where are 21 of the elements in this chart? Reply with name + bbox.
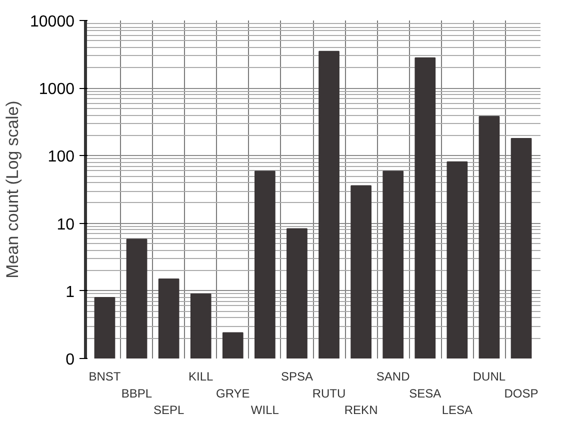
y-tick-label: 10000 bbox=[30, 14, 75, 30]
y-axis-title: Mean count (Log scale) bbox=[3, 100, 22, 278]
x-tick-label: SEPL bbox=[153, 403, 184, 418]
x-tick-label: DOSP bbox=[504, 386, 538, 400]
y-tick-label: 1 bbox=[66, 284, 75, 301]
x-tick-label: SAND bbox=[376, 370, 410, 384]
x-tick-label: SPSA bbox=[280, 370, 313, 384]
x-tick-label: REKN bbox=[344, 403, 378, 418]
x-tick-label: SESA bbox=[409, 386, 442, 400]
x-tick-label: BNST bbox=[88, 370, 122, 384]
x-tick-label: KILL bbox=[188, 370, 214, 384]
y-tick-label: 100 bbox=[48, 148, 75, 166]
x-tick-label: WILL bbox=[250, 403, 280, 418]
y-tick-label: 1000 bbox=[38, 81, 75, 98]
x-tick-label: DUNL bbox=[472, 370, 506, 384]
x-tick-label: GRYE bbox=[216, 386, 250, 400]
y-tick-label: 0 bbox=[66, 352, 75, 368]
x-tick-label: LESA bbox=[442, 403, 473, 418]
x-tick-label: BBPL bbox=[121, 386, 152, 400]
y-tick-label: 10 bbox=[56, 216, 75, 234]
x-tick-label: RUTU bbox=[312, 386, 346, 400]
